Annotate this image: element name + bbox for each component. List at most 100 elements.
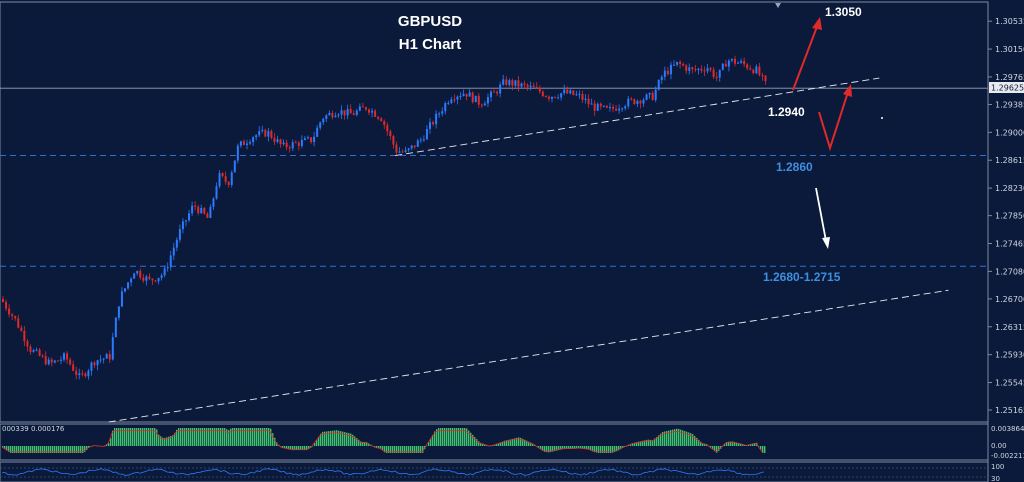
candle-body xyxy=(572,90,575,95)
macd-bar xyxy=(760,446,762,450)
candle-body xyxy=(267,130,270,137)
candle-body xyxy=(352,113,355,115)
candle-body xyxy=(566,89,569,94)
candle-body xyxy=(535,87,538,89)
macd-bar xyxy=(758,446,760,447)
candle-body xyxy=(486,97,489,104)
candle-body xyxy=(331,112,334,118)
macd-bar xyxy=(422,446,424,453)
candle-body xyxy=(682,63,685,66)
macd-bar xyxy=(226,429,228,446)
macd-bar xyxy=(444,428,446,446)
macd-bar xyxy=(596,446,598,453)
candle-body xyxy=(78,373,81,375)
macd-bar xyxy=(654,438,656,446)
candle-body xyxy=(480,104,483,106)
macd-bar xyxy=(504,440,506,446)
macd-bar xyxy=(168,436,170,446)
candle-body xyxy=(114,317,117,338)
candle-body xyxy=(358,106,361,111)
macd-bar xyxy=(194,428,196,446)
macd-bar xyxy=(182,428,184,446)
candle-body xyxy=(416,140,419,147)
macd-bar xyxy=(510,439,512,446)
macd-bar xyxy=(730,441,732,446)
candle-body xyxy=(227,181,230,185)
macd-bar xyxy=(140,428,142,446)
macd-bar xyxy=(614,446,616,452)
macd-bar xyxy=(302,446,304,451)
candle-body xyxy=(441,111,444,114)
macd-tick-zero: 0.00 xyxy=(991,442,1007,450)
trend-lines xyxy=(108,77,949,423)
macd-bar xyxy=(234,428,236,446)
candle-body xyxy=(517,80,520,87)
macd-signal-line xyxy=(1,430,765,453)
candle-body xyxy=(511,80,514,86)
candle-body xyxy=(462,93,465,96)
macd-bar xyxy=(556,446,558,451)
scroll-marker-icon[interactable] xyxy=(775,3,781,8)
macd-bar xyxy=(604,446,606,453)
macd-bar xyxy=(378,446,380,449)
candle-body xyxy=(23,330,26,342)
macd-bar xyxy=(414,446,416,453)
macd-bar xyxy=(462,428,464,446)
candle-body xyxy=(166,266,169,269)
macd-bar xyxy=(250,428,252,446)
candle-body xyxy=(294,142,297,144)
macd-bar xyxy=(188,428,190,446)
candle-body xyxy=(392,136,395,145)
macd-bar xyxy=(164,438,166,446)
macd-bar xyxy=(466,428,468,446)
candle-body xyxy=(724,63,727,67)
candle-body xyxy=(29,346,32,352)
candle-body xyxy=(557,97,560,99)
candle-body xyxy=(102,358,105,360)
macd-bar xyxy=(288,446,290,450)
macd-bar xyxy=(666,431,668,446)
macd-panel-frame xyxy=(0,423,989,461)
macd-bar xyxy=(442,428,444,446)
macd-bar xyxy=(668,430,670,446)
candle-body xyxy=(453,99,456,101)
macd-bar xyxy=(124,428,126,446)
macd-bar xyxy=(160,436,162,446)
macd-bar xyxy=(458,428,460,446)
macd-bar xyxy=(156,429,158,446)
candle-body xyxy=(108,354,111,360)
y-tick-label: 1.29000 xyxy=(995,128,1024,137)
candle-body xyxy=(666,70,669,75)
candle-body xyxy=(703,70,706,72)
macd-bar xyxy=(170,435,172,446)
candle-body xyxy=(297,142,300,146)
macd-bar xyxy=(222,428,224,446)
macd-bar xyxy=(108,443,110,446)
candle-body xyxy=(313,136,316,143)
macd-bar xyxy=(564,446,566,449)
candle-body xyxy=(657,80,660,90)
macd-bar xyxy=(210,428,212,446)
macd-bar xyxy=(376,446,378,448)
candle-body xyxy=(139,270,142,278)
candle-body xyxy=(608,106,611,108)
candle-body xyxy=(56,360,59,362)
macd-bar xyxy=(616,446,618,452)
macd-bar xyxy=(476,439,478,446)
candle-body xyxy=(456,96,459,100)
oscillator-tick-30: 30 xyxy=(991,475,1000,482)
macd-bar xyxy=(18,446,20,453)
macd-bar xyxy=(578,446,580,449)
macd-bar xyxy=(724,444,726,446)
macd-bar xyxy=(512,438,514,446)
macd-bar xyxy=(162,437,164,446)
macd-bar xyxy=(630,444,632,446)
candle-body xyxy=(450,99,453,103)
candle-body xyxy=(575,94,578,96)
macd-bar xyxy=(362,441,364,446)
macd-bar xyxy=(650,439,652,446)
macd-bar xyxy=(120,428,122,446)
candle-body xyxy=(355,110,358,115)
macd-bar xyxy=(526,440,528,446)
candle-body xyxy=(282,142,285,145)
